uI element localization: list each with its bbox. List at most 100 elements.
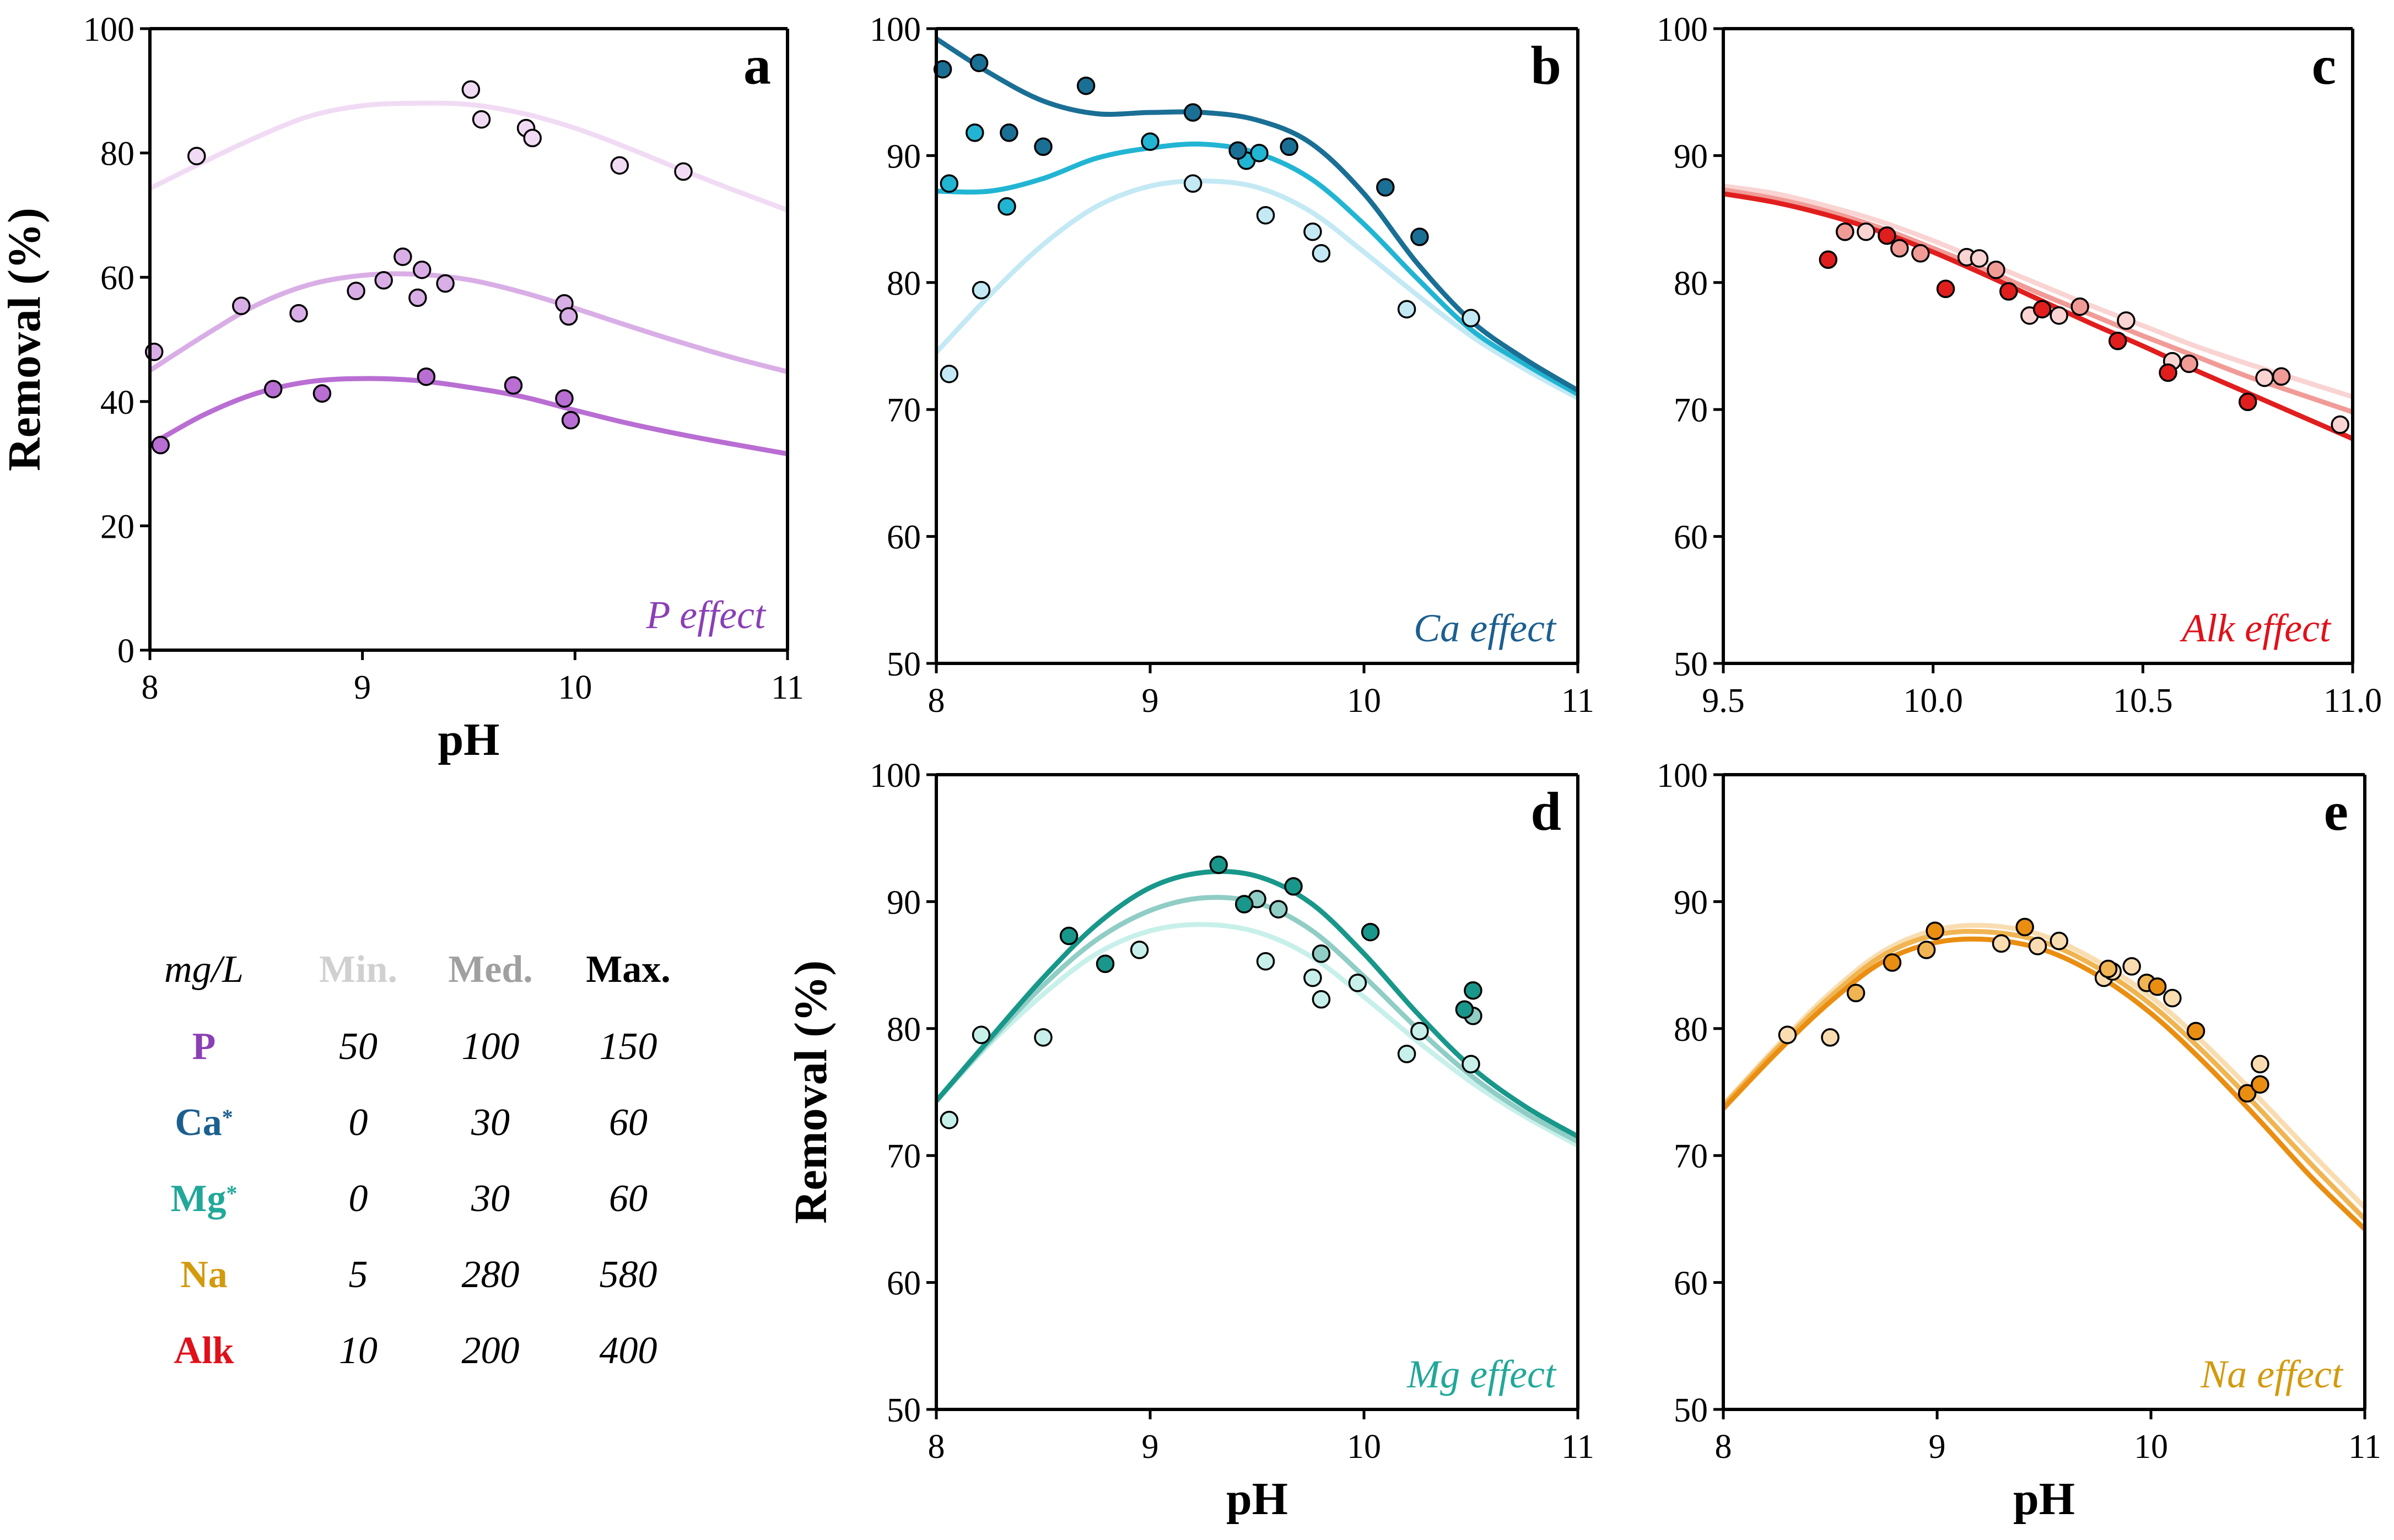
legend-col-max: Max. <box>586 948 671 991</box>
legend-row-name: Ca* <box>175 1101 233 1144</box>
data-point <box>1280 137 1298 156</box>
series-line-ca-min- <box>936 178 1578 401</box>
legend-row-min: 0 <box>348 1177 368 1220</box>
data-point <box>1256 206 1275 225</box>
data-point <box>940 174 959 193</box>
data-point <box>1096 954 1115 974</box>
y-tick-label: 80 <box>1674 1011 1708 1049</box>
legend-row-min: 10 <box>339 1330 378 1372</box>
x-tick-label: 11 <box>771 669 804 706</box>
chart-curves <box>150 100 788 457</box>
data-point <box>2032 300 2052 318</box>
legend-col-min: Min. <box>319 948 397 991</box>
y-tick-label: 60 <box>100 260 134 297</box>
y-tick-label: 80 <box>887 1011 921 1049</box>
x-tick-label: 10.5 <box>2113 682 2173 720</box>
series-line-na-min- <box>1723 922 2365 1211</box>
y-tick-label: 90 <box>887 884 921 921</box>
data-point <box>151 436 170 455</box>
x-tick-label: 10.0 <box>1903 682 1963 720</box>
legend-row-p: P 50 100 150 <box>138 1014 733 1080</box>
data-point <box>969 53 989 72</box>
data-point <box>1464 981 1482 1000</box>
x-tick-label: 11 <box>1561 682 1594 720</box>
y-tick-label: 90 <box>1674 884 1708 921</box>
y-tick-label: 80 <box>1674 265 1708 302</box>
data-point <box>1999 282 2018 301</box>
panel-label: a <box>743 35 771 96</box>
data-point <box>561 410 580 430</box>
data-point <box>2050 932 2068 950</box>
data-point <box>461 80 481 99</box>
y-tick-label: 70 <box>1674 392 1708 429</box>
concentration-legend-table: mg/L Min. Med. Max. P 50 100 150 Ca* 0 3… <box>138 937 733 1388</box>
data-point <box>374 271 393 290</box>
series-line-alk-med- <box>1723 187 2353 415</box>
x-axis-title: pH <box>1226 1473 1288 1525</box>
data-point <box>393 247 412 266</box>
chart-panel-e: 50 60 70 80 90 100 8 9 10 11 pH e Na effect <box>1657 757 2381 1525</box>
data-point <box>408 288 427 307</box>
legend-col-med: Med. <box>448 948 533 991</box>
y-tick-label: 70 <box>887 1138 921 1175</box>
legend-row-med: 30 <box>471 1101 510 1144</box>
data-point <box>1917 941 1936 959</box>
series-line-ca-med- <box>936 141 1578 397</box>
chart-panel-d: 50 60 70 80 90 100 8 9 10 11 pH Removal (%) d Mg effe… <box>785 757 1594 1525</box>
data-point <box>1819 250 1838 269</box>
data-point <box>2272 367 2291 386</box>
legend-row-name: Mg* <box>170 1177 238 1220</box>
legend-row-max: 150 <box>599 1025 657 1068</box>
effect-label: P effect <box>645 593 767 637</box>
chart-curves <box>1723 922 2365 1232</box>
data-point <box>1000 123 1018 142</box>
legend-row-med: 280 <box>461 1253 520 1296</box>
data-point <box>1312 244 1331 263</box>
data-point <box>1462 309 1480 328</box>
y-tick-label: 70 <box>887 392 921 429</box>
x-tick-label: 8 <box>928 682 945 720</box>
y-tick-label: 50 <box>887 646 921 683</box>
data-point <box>2159 363 2177 382</box>
data-point <box>1059 926 1079 945</box>
y-tick-label: 80 <box>100 136 134 173</box>
data-point <box>1269 900 1288 918</box>
data-point <box>1141 132 1160 151</box>
legend-row-min: 50 <box>339 1025 378 1068</box>
data-point <box>2237 1084 2257 1103</box>
y-tick-label: 100 <box>870 757 921 795</box>
data-point <box>972 1025 991 1045</box>
data-point <box>1992 934 2011 953</box>
data-point <box>1890 239 1909 258</box>
data-point <box>1836 222 1854 241</box>
data-point <box>1250 144 1269 163</box>
data-point <box>1183 103 1203 122</box>
data-point <box>2186 1022 2206 1041</box>
chart-panel-a: 0 20 40 60 80 100 8 9 10 11 pH Removal (%) a P effect <box>0 11 804 765</box>
data-point <box>1209 855 1228 874</box>
legend-row-alk: Alk 10 200 400 <box>138 1318 733 1384</box>
data-point <box>187 147 206 165</box>
data-point <box>1076 76 1096 95</box>
data-point <box>1312 944 1331 963</box>
data-point <box>1228 141 1247 160</box>
data-point <box>1883 953 1902 972</box>
data-point <box>2050 306 2068 325</box>
series-line-na-med- <box>1723 928 2365 1222</box>
y-tick-label: 100 <box>83 11 134 48</box>
data-point <box>2028 937 2047 955</box>
data-point <box>2015 917 2034 937</box>
effect-label: Ca effect <box>1414 606 1557 650</box>
data-point <box>504 376 523 395</box>
data-point <box>1970 249 1989 268</box>
x-axis-title: pH <box>2013 1473 2075 1525</box>
x-tick-label: 8 <box>142 669 159 706</box>
data-point <box>1455 1000 1474 1019</box>
x-tick-label: 11 <box>1561 1428 1594 1466</box>
legend-row-name: Na <box>180 1253 228 1296</box>
x-tick-label: 9.5 <box>1702 682 1745 720</box>
data-point <box>2108 332 2127 350</box>
x-tick-label: 10 <box>558 669 592 706</box>
